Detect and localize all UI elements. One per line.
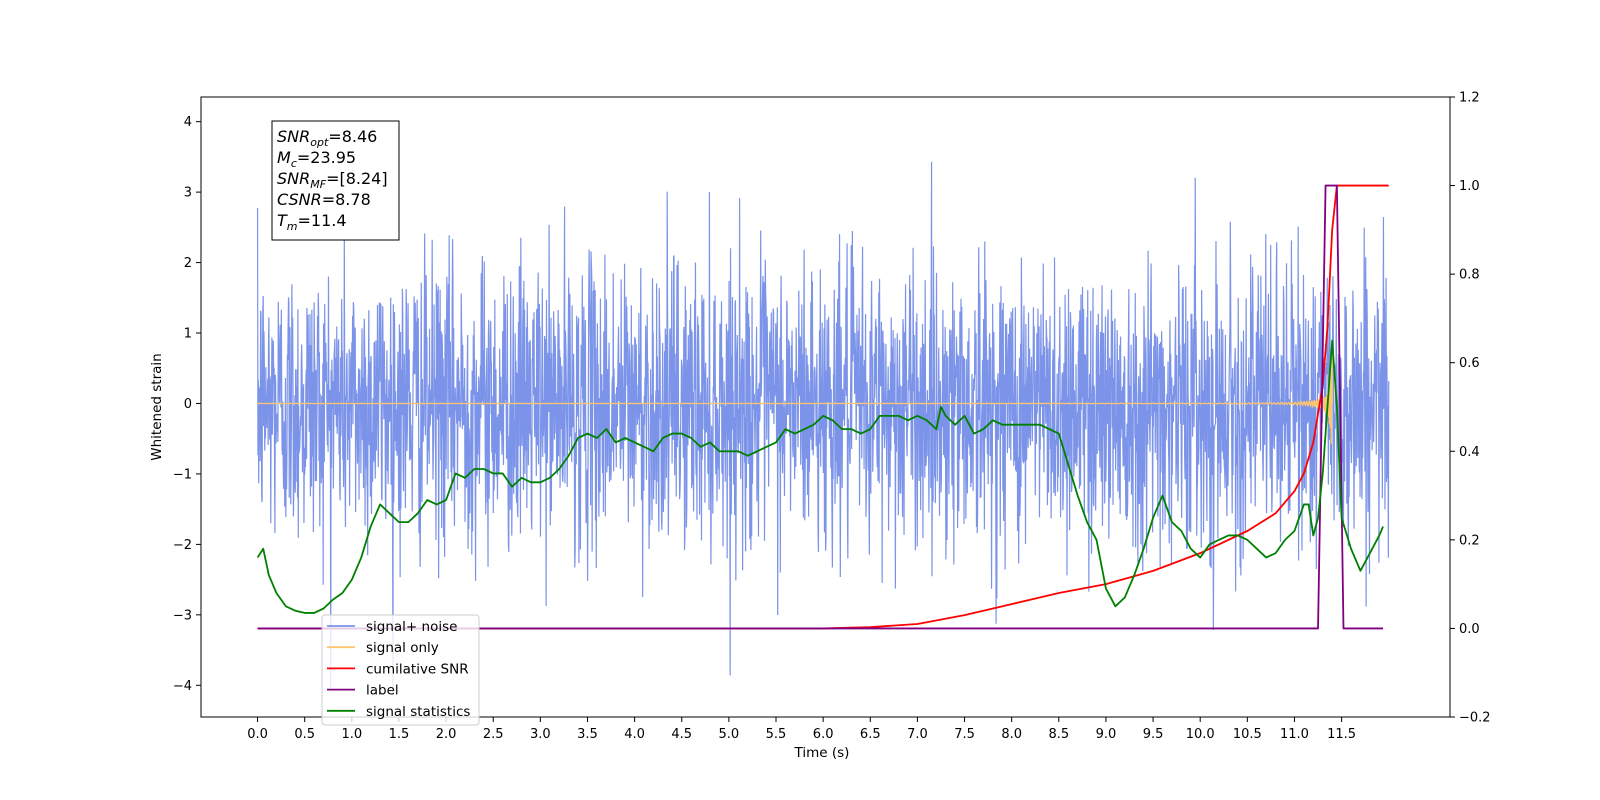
y-tick-label: 3 bbox=[184, 186, 192, 201]
x-tick-label: 2.0 bbox=[436, 727, 457, 742]
y-tick-label: 2 bbox=[184, 256, 192, 271]
annotation-value: =8.78 bbox=[322, 190, 371, 209]
series-signal-statistics bbox=[256, 339, 1384, 614]
annotation-subscript: c bbox=[291, 157, 297, 170]
annotation-line: Tm=11.4 bbox=[277, 211, 347, 233]
annotation-subscript: m bbox=[287, 220, 298, 233]
legend-label: signal+ noise bbox=[366, 619, 457, 635]
x-tick-label: 7.0 bbox=[907, 727, 928, 742]
legend: signal+ noise signal only cumilative SNR la… bbox=[321, 614, 480, 726]
y2-tick-label: −0.2 bbox=[1459, 711, 1491, 726]
x-tick-label: 1.5 bbox=[389, 727, 410, 742]
y2-tick-label: 0.6 bbox=[1459, 356, 1480, 371]
x-tick-label: 6.5 bbox=[860, 727, 881, 742]
y-tick-label: 4 bbox=[184, 115, 192, 130]
y-axis-left: 4 3 2 1 0 −1 −2 −3 −4 bbox=[173, 115, 201, 694]
y2-tick-label: 1.2 bbox=[1459, 91, 1480, 106]
annotation-symbol: SNR bbox=[277, 127, 310, 146]
y-tick-label: −2 bbox=[173, 538, 192, 553]
y2-tick-label: 0.8 bbox=[1459, 268, 1480, 283]
annotation-value: =11.4 bbox=[298, 211, 347, 230]
y-tick-label: −1 bbox=[173, 467, 192, 482]
x-tick-label: 4.5 bbox=[671, 727, 692, 742]
series-signal-only bbox=[257, 350, 1333, 445]
x-tick-label: 8.0 bbox=[1001, 727, 1022, 742]
annotation-line: Mc=23.95 bbox=[277, 148, 356, 170]
legend-label: signal only bbox=[366, 640, 439, 656]
x-tick-label: 2.5 bbox=[483, 727, 504, 742]
legend-label: signal statistics bbox=[366, 704, 470, 720]
annotation-subscript: opt bbox=[310, 136, 329, 149]
x-tick-label: 11.5 bbox=[1327, 727, 1356, 742]
y-tick-label: −3 bbox=[173, 608, 192, 623]
annotation-value: =[8.24] bbox=[326, 169, 388, 188]
x-tick-label: 3.5 bbox=[577, 727, 598, 742]
x-axis-label: Time (s) bbox=[794, 745, 850, 761]
annotation-symbol: T bbox=[277, 211, 288, 230]
y-tick-label: 1 bbox=[184, 327, 192, 342]
x-tick-label: 5.0 bbox=[719, 727, 740, 742]
x-tick-label: 9.5 bbox=[1143, 727, 1164, 742]
legend-label: label bbox=[366, 683, 399, 699]
legend-label: cumilative SNR bbox=[366, 661, 469, 677]
annotation-line: CSNR=8.78 bbox=[277, 190, 371, 209]
y-tick-label: −4 bbox=[173, 679, 192, 694]
x-tick-label: 10.0 bbox=[1186, 727, 1215, 742]
annotation-line: SNRopt=8.46 bbox=[277, 127, 377, 149]
annotation-symbol: SNR bbox=[277, 169, 310, 188]
x-tick-label: 8.5 bbox=[1048, 727, 1069, 742]
y2-tick-label: 0.0 bbox=[1459, 622, 1480, 637]
y-tick-label: 0 bbox=[184, 397, 192, 412]
x-tick-label: 5.5 bbox=[766, 727, 787, 742]
x-tick-label: 6.0 bbox=[813, 727, 834, 742]
series-label bbox=[257, 184, 1384, 630]
legend-frame bbox=[321, 614, 480, 726]
x-tick-label: 7.5 bbox=[954, 727, 975, 742]
annotation-symbol: CSNR bbox=[277, 190, 322, 209]
series-signal-noise bbox=[256, 161, 1390, 696]
x-tick-label: 0.5 bbox=[294, 727, 315, 742]
y-axis-label: Whitened strain bbox=[149, 353, 165, 460]
x-tick-label: 3.0 bbox=[530, 727, 551, 742]
x-axis: 0.0 0.5 1.0 1.5 2.0 2.5 3.0 3.5 4.0 4.5 5.0 5.5 6.0 6… bbox=[247, 717, 1356, 742]
plot-frame bbox=[200, 96, 1451, 718]
annotation-box: SNRopt=8.46Mc=23.95SNRMF=[8.24]CSNR=8.78… bbox=[271, 120, 400, 241]
x-tick-label: 10.5 bbox=[1233, 727, 1262, 742]
series-layer bbox=[256, 161, 1390, 696]
y2-tick-label: 1.0 bbox=[1459, 179, 1480, 194]
annotation-subscript: MF bbox=[310, 178, 326, 191]
y2-tick-label: 0.2 bbox=[1459, 533, 1480, 548]
x-tick-label: 4.0 bbox=[624, 727, 645, 742]
x-tick-label: 1.0 bbox=[341, 727, 362, 742]
x-tick-label: 9.0 bbox=[1096, 727, 1117, 742]
annotation-value: =8.46 bbox=[328, 127, 377, 146]
y-axis-right: 1.2 1.0 0.8 0.6 0.4 0.2 0.0 −0.2 bbox=[1450, 91, 1491, 726]
annotation-value: =23.95 bbox=[297, 148, 356, 167]
annotation-frame bbox=[271, 120, 400, 241]
annotation-symbol: M bbox=[277, 148, 291, 167]
annotation-line: SNRMF=[8.24] bbox=[277, 169, 388, 191]
x-tick-label: 0.0 bbox=[247, 727, 268, 742]
y2-tick-label: 0.4 bbox=[1459, 445, 1480, 460]
x-tick-label: 11.0 bbox=[1280, 727, 1309, 742]
